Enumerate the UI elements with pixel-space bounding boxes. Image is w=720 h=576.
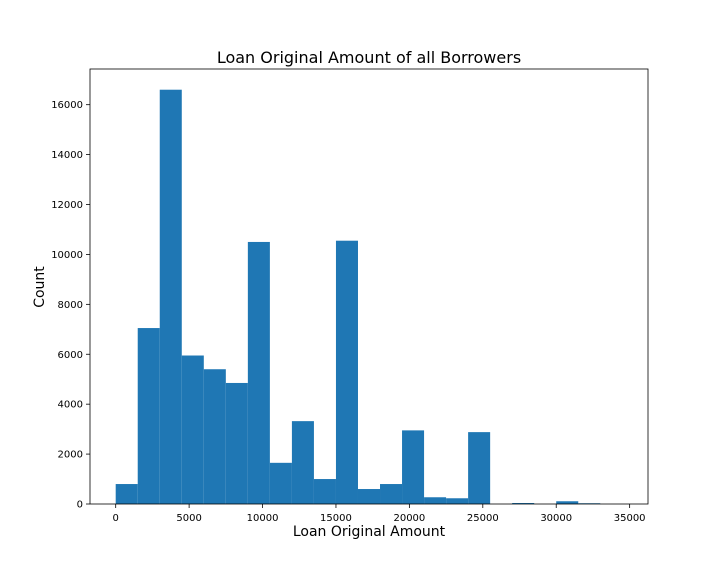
x-tick-label: 30000 xyxy=(540,513,572,524)
x-tick-label: 35000 xyxy=(614,513,646,524)
x-tick-label: 0 xyxy=(113,513,119,524)
bar-8 xyxy=(291,421,314,504)
bar-9 xyxy=(313,479,336,504)
y-tick-label: 16000 xyxy=(51,100,83,111)
y-axis-label: Count xyxy=(32,266,48,308)
y-tick-label: 6000 xyxy=(58,350,83,361)
y-axis-ticks: 0 2000 4000 6000 8000 10000 12000 14000 16000 xyxy=(51,100,90,511)
bar-7 xyxy=(269,462,292,504)
x-tick-label: 20000 xyxy=(393,513,425,524)
bars-group xyxy=(115,89,601,504)
bar-11 xyxy=(357,489,381,504)
bar-15 xyxy=(446,498,469,504)
x-axis-ticks: 0 5000 10000 15000 20000 25000 30000 35000 xyxy=(113,504,646,524)
bar-13 xyxy=(402,430,425,504)
bar-0 xyxy=(115,484,138,504)
bar-4 xyxy=(203,369,226,504)
x-tick-label: 10000 xyxy=(247,513,279,524)
x-axis-label: Loan Original Amount xyxy=(293,524,446,540)
plot-frame xyxy=(89,68,649,505)
bar-6 xyxy=(247,241,270,504)
y-tick-label: 10000 xyxy=(51,250,83,261)
y-tick-label: 0 xyxy=(77,500,83,511)
y-tick-label: 12000 xyxy=(51,200,83,211)
y-tick-label: 4000 xyxy=(58,400,83,411)
x-tick-label: 5000 xyxy=(176,513,201,524)
bar-3 xyxy=(181,355,204,504)
bar-12 xyxy=(380,484,403,504)
bar-10 xyxy=(335,240,358,504)
chart-title: Loan Original Amount of all Borrowers xyxy=(217,48,521,67)
y-tick-label: 8000 xyxy=(58,300,83,311)
bar-1 xyxy=(137,328,160,504)
bar-2 xyxy=(159,89,182,504)
bar-5 xyxy=(225,382,248,504)
bar-14 xyxy=(424,497,447,504)
y-tick-label: 14000 xyxy=(51,150,83,161)
y-tick-label: 2000 xyxy=(58,450,83,461)
bar-20 xyxy=(556,501,579,504)
bar-18 xyxy=(512,503,535,504)
x-tick-label: 15000 xyxy=(320,513,352,524)
x-tick-label: 25000 xyxy=(467,513,499,524)
bar-16 xyxy=(468,432,491,504)
